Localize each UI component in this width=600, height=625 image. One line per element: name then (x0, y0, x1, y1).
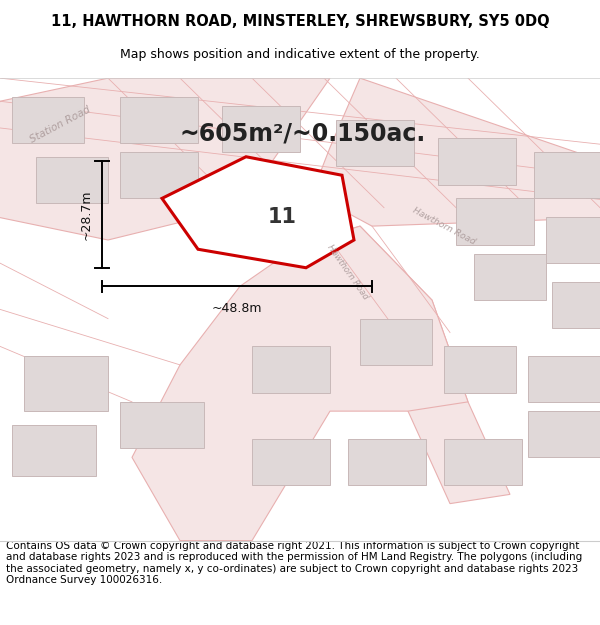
Text: Hawthorn Road: Hawthorn Road (411, 206, 477, 246)
Polygon shape (336, 120, 414, 166)
Text: Hawthorn Road: Hawthorn Road (326, 243, 370, 301)
Polygon shape (12, 97, 84, 143)
Polygon shape (552, 282, 600, 328)
Polygon shape (252, 346, 330, 392)
Polygon shape (438, 138, 516, 184)
Text: Contains OS data © Crown copyright and database right 2021. This information is : Contains OS data © Crown copyright and d… (6, 541, 582, 586)
Polygon shape (132, 226, 468, 541)
Text: Station Road: Station Road (28, 104, 92, 144)
Polygon shape (252, 439, 330, 485)
Polygon shape (120, 152, 198, 198)
Polygon shape (528, 356, 600, 402)
Text: Map shows position and indicative extent of the property.: Map shows position and indicative extent… (120, 48, 480, 61)
Text: 11: 11 (268, 207, 296, 227)
Polygon shape (36, 157, 108, 203)
Polygon shape (348, 439, 426, 485)
Polygon shape (312, 78, 600, 226)
Polygon shape (120, 97, 198, 143)
Polygon shape (120, 402, 204, 448)
Text: ~605m²/~0.150ac.: ~605m²/~0.150ac. (180, 122, 426, 146)
Polygon shape (528, 411, 600, 458)
Polygon shape (300, 226, 510, 504)
Text: 11, HAWTHORN ROAD, MINSTERLEY, SHREWSBURY, SY5 0DQ: 11, HAWTHORN ROAD, MINSTERLEY, SHREWSBUR… (50, 14, 550, 29)
Polygon shape (546, 217, 600, 263)
Polygon shape (456, 198, 534, 244)
Polygon shape (534, 152, 600, 198)
Text: ~48.8m: ~48.8m (212, 302, 262, 316)
Polygon shape (24, 356, 108, 411)
Polygon shape (0, 78, 330, 240)
Text: ~28.7m: ~28.7m (80, 189, 93, 240)
Polygon shape (162, 157, 354, 268)
Polygon shape (444, 346, 516, 392)
Polygon shape (360, 319, 432, 365)
Polygon shape (444, 439, 522, 485)
Polygon shape (222, 106, 300, 152)
Polygon shape (474, 254, 546, 300)
Polygon shape (12, 425, 96, 476)
